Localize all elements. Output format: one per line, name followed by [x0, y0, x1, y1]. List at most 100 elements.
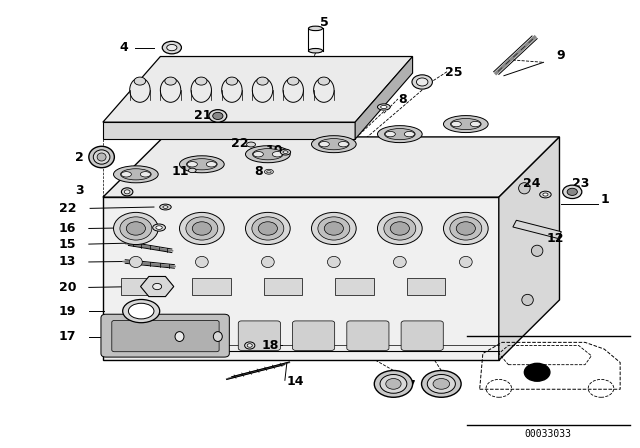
Ellipse shape	[451, 121, 461, 127]
Bar	[264, 279, 302, 295]
Ellipse shape	[339, 142, 349, 147]
Ellipse shape	[246, 146, 290, 163]
Ellipse shape	[195, 256, 208, 267]
Ellipse shape	[93, 150, 110, 164]
Ellipse shape	[394, 256, 406, 267]
Ellipse shape	[246, 212, 290, 245]
Polygon shape	[103, 56, 413, 122]
Bar	[335, 279, 374, 295]
Text: 23: 23	[572, 177, 589, 190]
FancyBboxPatch shape	[238, 321, 280, 350]
Ellipse shape	[428, 375, 456, 393]
Ellipse shape	[264, 169, 273, 174]
Ellipse shape	[121, 172, 131, 177]
Ellipse shape	[253, 149, 283, 160]
Text: 12: 12	[547, 232, 564, 245]
Ellipse shape	[247, 344, 252, 347]
Polygon shape	[355, 56, 413, 139]
Ellipse shape	[244, 342, 255, 349]
Ellipse shape	[412, 75, 433, 89]
Ellipse shape	[140, 172, 150, 177]
Ellipse shape	[120, 217, 152, 240]
Ellipse shape	[308, 48, 323, 53]
Ellipse shape	[380, 375, 407, 393]
Ellipse shape	[378, 125, 422, 142]
Ellipse shape	[192, 222, 211, 235]
Ellipse shape	[122, 188, 133, 196]
Ellipse shape	[378, 104, 390, 110]
Polygon shape	[103, 137, 559, 197]
Ellipse shape	[221, 78, 242, 102]
Text: 22: 22	[231, 137, 248, 150]
Ellipse shape	[153, 224, 166, 231]
Text: 25: 25	[445, 66, 462, 79]
Ellipse shape	[179, 156, 224, 173]
Ellipse shape	[113, 166, 158, 183]
Ellipse shape	[374, 370, 413, 397]
Ellipse shape	[470, 121, 481, 127]
Ellipse shape	[160, 204, 172, 210]
Text: 2: 2	[75, 151, 84, 164]
Ellipse shape	[97, 153, 106, 161]
Text: 15: 15	[58, 237, 76, 250]
Ellipse shape	[134, 77, 146, 85]
Ellipse shape	[259, 222, 277, 235]
Text: 14: 14	[287, 375, 304, 388]
Bar	[192, 279, 230, 295]
Ellipse shape	[126, 222, 145, 235]
Ellipse shape	[433, 379, 450, 389]
Text: 7: 7	[406, 379, 415, 392]
Ellipse shape	[312, 212, 356, 245]
Ellipse shape	[540, 191, 551, 198]
Ellipse shape	[319, 138, 349, 150]
Ellipse shape	[378, 212, 422, 245]
Ellipse shape	[113, 212, 158, 245]
Ellipse shape	[385, 131, 396, 137]
Text: 18: 18	[261, 339, 278, 352]
FancyBboxPatch shape	[292, 321, 335, 350]
Bar	[121, 279, 159, 295]
Ellipse shape	[328, 256, 340, 267]
Ellipse shape	[312, 136, 356, 153]
Ellipse shape	[456, 222, 476, 235]
Polygon shape	[103, 122, 355, 139]
Ellipse shape	[319, 142, 330, 147]
Text: 20: 20	[58, 281, 76, 294]
Text: 16: 16	[59, 222, 76, 235]
Ellipse shape	[129, 303, 154, 319]
Ellipse shape	[252, 78, 273, 102]
Ellipse shape	[451, 118, 481, 129]
Ellipse shape	[163, 206, 168, 208]
Ellipse shape	[381, 105, 387, 108]
Ellipse shape	[543, 193, 548, 196]
Ellipse shape	[209, 110, 227, 122]
Ellipse shape	[272, 151, 282, 157]
Ellipse shape	[404, 131, 415, 137]
Text: 11: 11	[172, 165, 189, 178]
Text: 00033033: 00033033	[525, 429, 572, 439]
Ellipse shape	[191, 78, 211, 102]
Ellipse shape	[163, 41, 181, 54]
Ellipse shape	[130, 78, 150, 102]
Ellipse shape	[522, 294, 533, 306]
Ellipse shape	[283, 78, 303, 102]
Ellipse shape	[165, 77, 176, 85]
Ellipse shape	[385, 129, 415, 140]
Polygon shape	[499, 137, 559, 360]
Ellipse shape	[262, 256, 274, 267]
Ellipse shape	[226, 77, 237, 85]
Ellipse shape	[257, 77, 268, 85]
Ellipse shape	[280, 149, 291, 155]
FancyBboxPatch shape	[401, 321, 444, 350]
Text: 8: 8	[398, 93, 406, 106]
Ellipse shape	[187, 162, 197, 167]
Text: 17: 17	[58, 330, 76, 343]
Text: 3: 3	[75, 185, 84, 198]
Ellipse shape	[390, 222, 410, 235]
Text: 13: 13	[59, 255, 76, 268]
Ellipse shape	[253, 151, 264, 157]
Ellipse shape	[120, 169, 151, 180]
Ellipse shape	[531, 245, 543, 256]
Ellipse shape	[123, 299, 160, 323]
Ellipse shape	[153, 284, 162, 290]
